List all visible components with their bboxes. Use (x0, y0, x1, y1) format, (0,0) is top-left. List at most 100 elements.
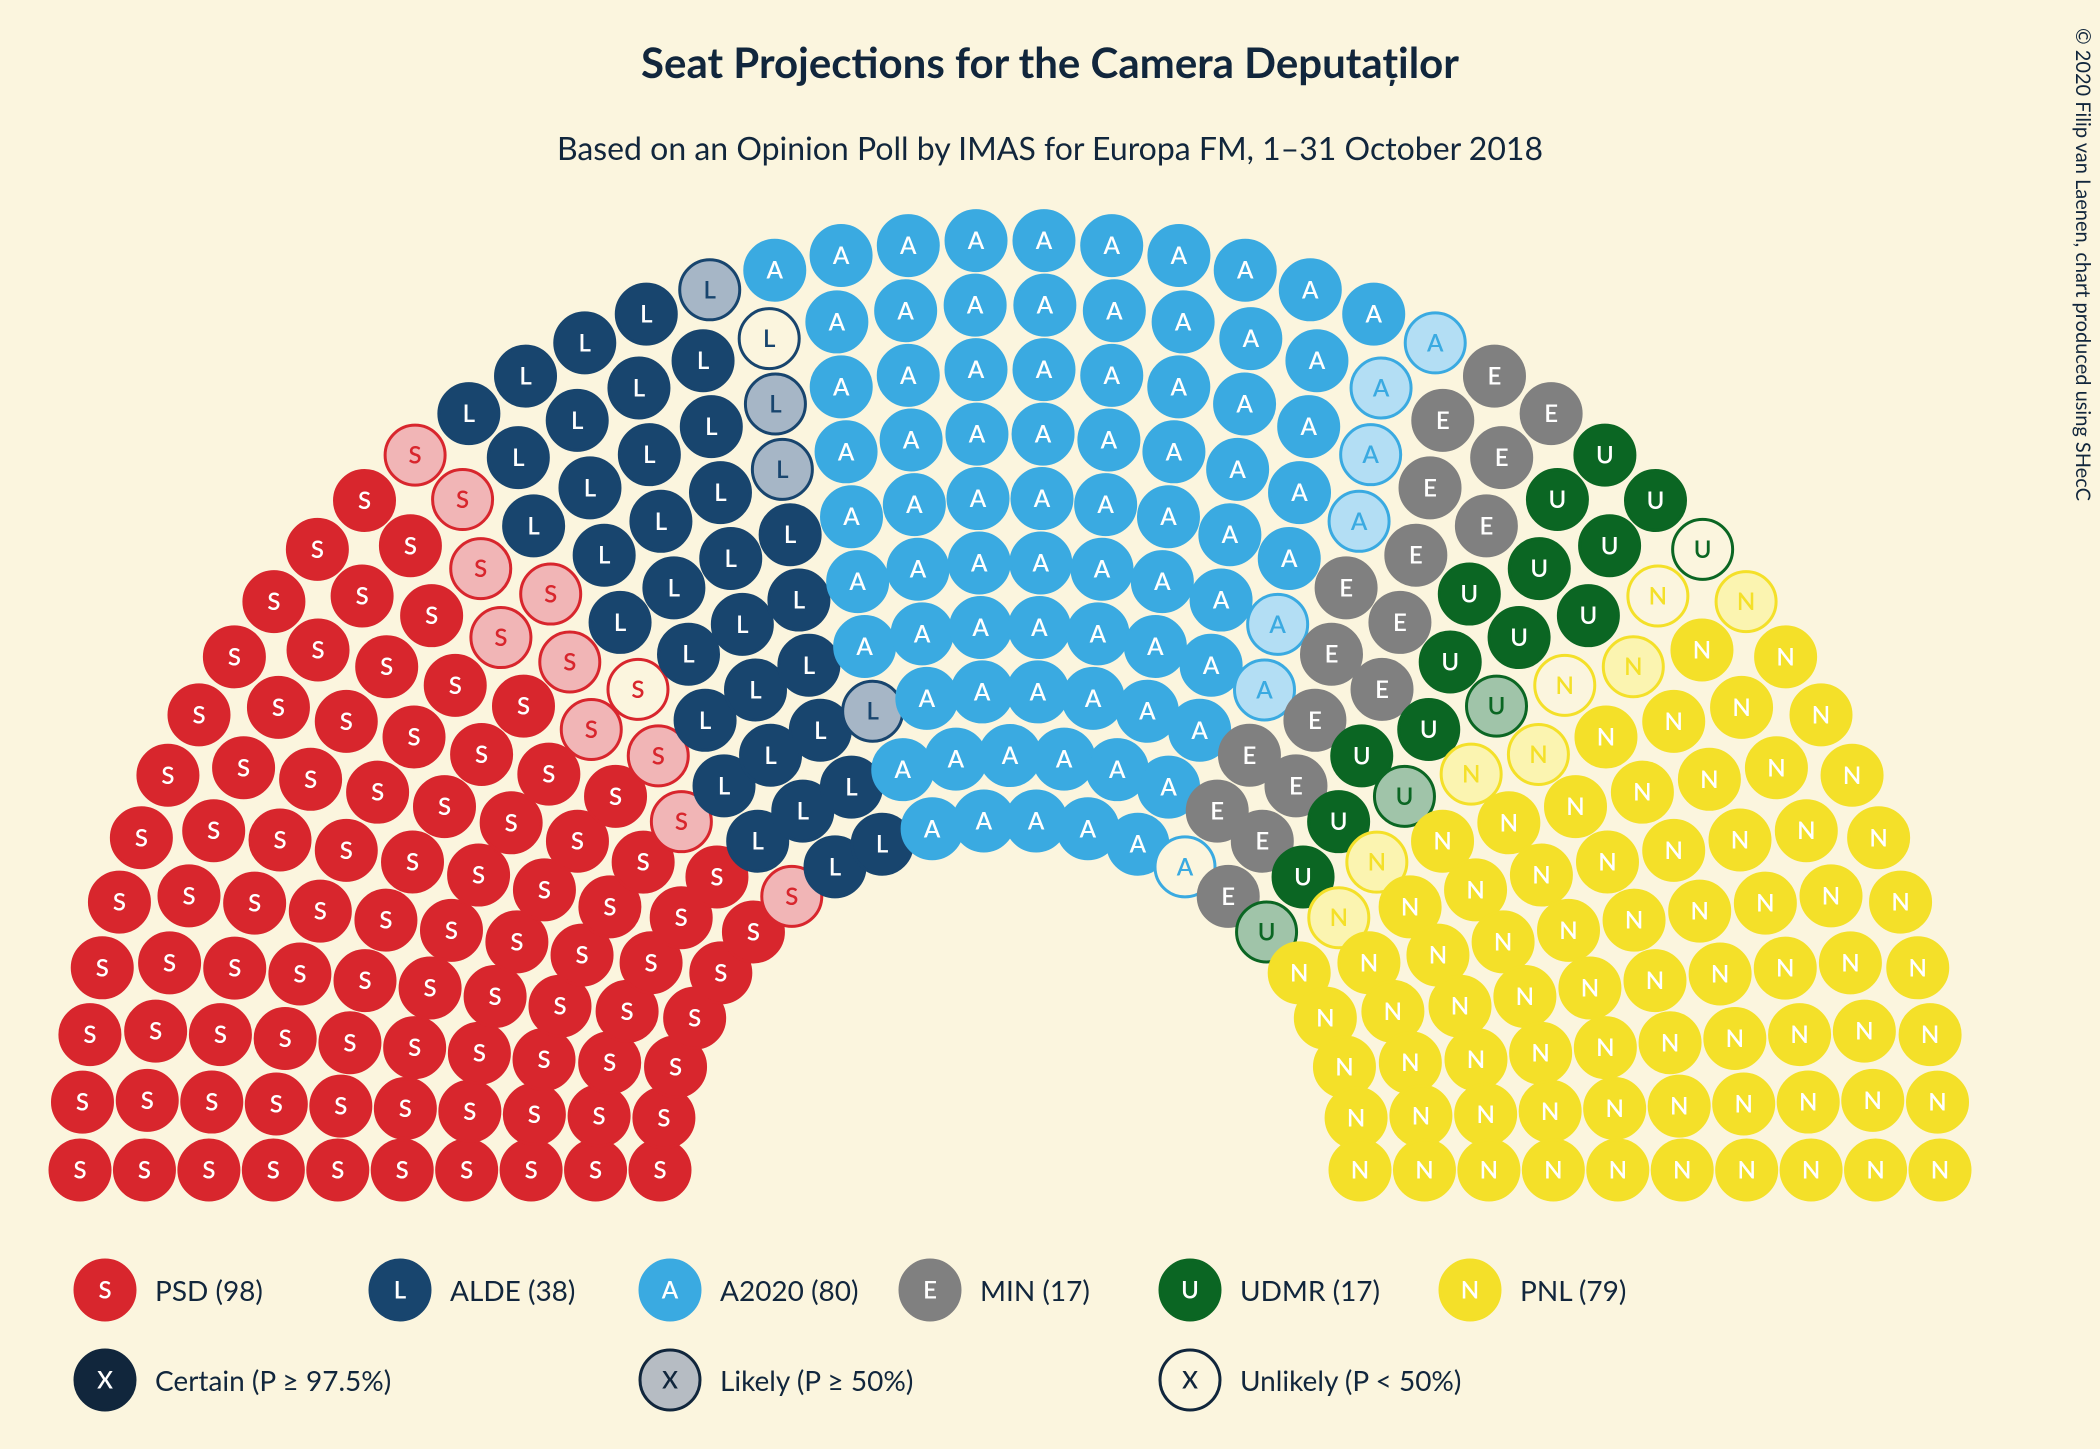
svg-text:N: N (1347, 1103, 1365, 1132)
svg-text:A: A (766, 256, 784, 285)
seat-psd: S (204, 627, 264, 687)
seat-pnl: N (1652, 1140, 1712, 1200)
svg-text:S: S (314, 897, 327, 926)
svg-text:S: S (207, 816, 220, 845)
svg-text:A: A (1165, 437, 1183, 466)
seat-psd: S (182, 1072, 242, 1132)
svg-text:S: S (248, 889, 261, 918)
seat-a2020: A (1079, 410, 1139, 470)
svg-text:N: N (1799, 1088, 1817, 1117)
svg-text:S: S (311, 535, 324, 564)
svg-text:S: S (340, 707, 353, 736)
svg-text:S: S (358, 486, 371, 515)
seat-alde: L (681, 397, 741, 457)
svg-text:A2020 (80): A2020 (80) (720, 1273, 859, 1307)
seat-a2020: A (949, 533, 1009, 593)
seat-a2020: A (1215, 374, 1275, 434)
seat-alde: L (590, 592, 650, 652)
svg-text:A: A (1159, 773, 1177, 802)
svg-text:E: E (1544, 399, 1558, 428)
seat-alde: L (659, 624, 719, 684)
svg-text:S: S (358, 966, 371, 995)
svg-text:E: E (1393, 608, 1407, 637)
seat-psd: S (449, 1023, 509, 1083)
seat-a2020: A (1072, 539, 1132, 599)
seat-psd: S (519, 744, 579, 804)
seat-a2020: A (1149, 357, 1209, 417)
svg-text:S: S (609, 782, 622, 811)
svg-text:N: N (1866, 1156, 1884, 1185)
seat-pnl: N (1746, 738, 1806, 798)
seat-a2020: A (1208, 439, 1268, 499)
svg-text:S: S (228, 954, 241, 983)
seat-alde: L (619, 425, 679, 485)
svg-text:U: U (1181, 1276, 1199, 1305)
svg-text:L: L (699, 706, 712, 735)
svg-text:S: S (525, 1156, 538, 1185)
seat-pnl: N (1604, 890, 1664, 950)
seat-a2020: A (1132, 552, 1192, 612)
svg-text:A: A (1096, 490, 1114, 519)
seat-a2020: A (946, 340, 1006, 400)
seat-psd: S (348, 762, 408, 822)
svg-text:N: N (1531, 1039, 1549, 1068)
svg-text:A: A (1108, 755, 1126, 784)
seat-alde: L (560, 458, 620, 518)
seat-pnl: N (1770, 1005, 1830, 1065)
svg-text:U: U (1579, 601, 1597, 630)
seat-pnl: N (1712, 677, 1772, 737)
svg-text:N: N (1335, 1052, 1353, 1081)
svg-text:N: N (1581, 974, 1599, 1003)
seat-a2020: A (1191, 570, 1251, 630)
svg-text:N: N (1597, 722, 1615, 751)
svg-text:U: U (1294, 862, 1312, 891)
seat-a2020: A (1341, 425, 1401, 485)
svg-text:N: N (1316, 1004, 1334, 1033)
svg-text:L: L (643, 440, 656, 469)
svg-text:S: S (576, 941, 589, 970)
seat-pnl: N (1508, 724, 1568, 784)
seat-a2020: A (945, 275, 1005, 335)
seat-a2020: A (1014, 340, 1074, 400)
seat-min: E (1316, 558, 1376, 618)
svg-text:S: S (340, 836, 353, 865)
seat-alde: L (712, 594, 772, 654)
seat-a2020: A (1181, 635, 1241, 695)
seat-a2020: A (926, 729, 986, 789)
svg-text:A: A (893, 755, 911, 784)
seat-pnl: N (1801, 866, 1861, 926)
svg-text:U: U (1530, 554, 1548, 583)
seat-pnl: N (1679, 749, 1739, 809)
seat-pnl: N (1628, 566, 1688, 626)
seat-pnl: N (1511, 1023, 1571, 1083)
svg-text:A: A (1190, 716, 1208, 745)
svg-text:A: A (966, 291, 984, 320)
svg-text:S: S (652, 741, 665, 770)
seat-psd: S (290, 881, 350, 941)
svg-text:L: L (814, 716, 827, 745)
svg-text:S: S (472, 861, 485, 890)
seat-psd: S (126, 1001, 186, 1061)
svg-text:ALDE (38): ALDE (38) (450, 1273, 575, 1307)
svg-text:A: A (1027, 806, 1045, 835)
svg-text:E: E (1339, 573, 1353, 602)
svg-text:A: A (1146, 632, 1164, 661)
svg-text:E: E (1221, 882, 1235, 911)
svg-text:L: L (829, 852, 842, 881)
svg-text:L: L (463, 399, 476, 428)
seat-psd: S (332, 566, 392, 626)
svg-text:N: N (1401, 1048, 1419, 1077)
svg-text:N: N (1566, 792, 1584, 821)
seat-a2020: A (1138, 487, 1198, 547)
svg-text:A: A (1032, 549, 1050, 578)
seat-psd: S (487, 912, 547, 972)
svg-text:N: N (1596, 1033, 1614, 1062)
seat-psd: S (471, 608, 531, 668)
svg-text:E: E (923, 1276, 937, 1305)
seat-pnl: N (1791, 685, 1851, 745)
svg-text:N: N (1368, 848, 1386, 877)
seat-pnl: N (1456, 1084, 1516, 1144)
seat-pnl: N (1520, 1081, 1580, 1141)
seat-alde: L (779, 635, 839, 695)
seat-udmr: U (1625, 470, 1685, 530)
